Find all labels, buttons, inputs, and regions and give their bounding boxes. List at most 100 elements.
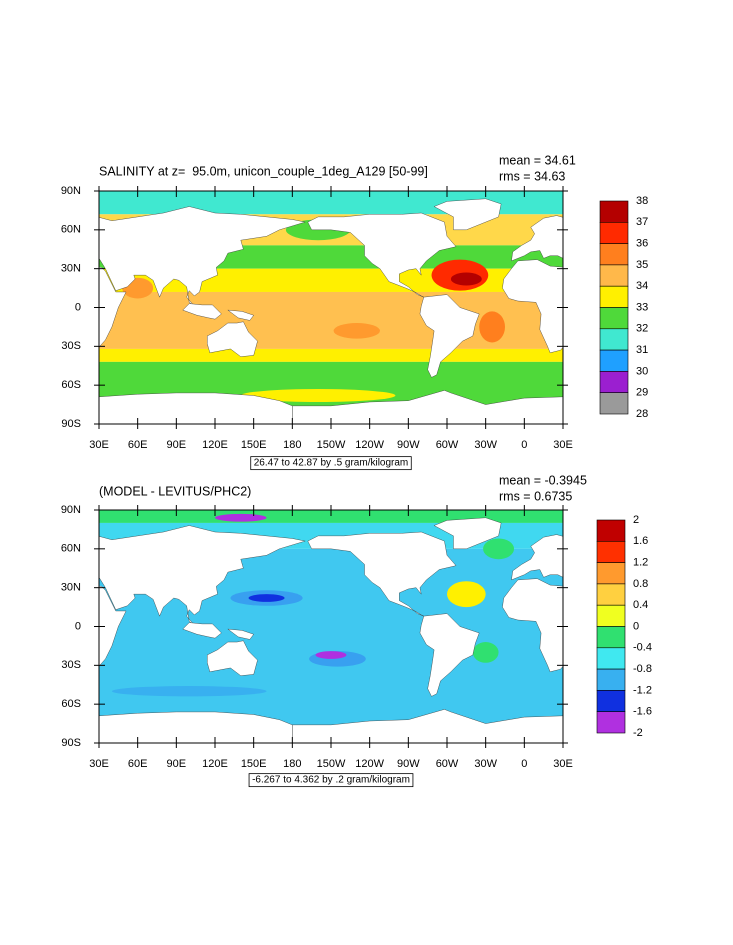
colorbar-label: 1.2 (633, 557, 648, 569)
colorbar-box (596, 519, 626, 542)
colorbar-box (599, 349, 629, 372)
colorbar-label: 34 (636, 280, 648, 292)
lat-label: 90S (61, 737, 81, 749)
colorbar-box (599, 200, 629, 223)
land (692, 310, 718, 320)
colorbar-label: 0.4 (633, 599, 648, 611)
ocean-band (99, 348, 563, 362)
ocean-patch (0, 273, 18, 286)
colorbar-box (596, 626, 626, 649)
land (99, 525, 306, 626)
colorbar-label: 29 (636, 387, 648, 399)
colorbar-label: 31 (636, 344, 648, 356)
panel-title: SALINITY at z= 95.0m, unicon_couple_1deg… (99, 164, 428, 178)
colorbar-label: 30 (636, 365, 648, 377)
lon-label: 180 (283, 439, 301, 451)
colorbar-label: 37 (636, 216, 648, 228)
ocean-patch (0, 581, 22, 607)
land (307, 531, 457, 617)
mean-label: mean = -0.3945 (499, 473, 587, 487)
colorbar-box (599, 371, 629, 393)
lon-label: 60E (128, 439, 148, 451)
land (99, 266, 127, 348)
colorbar-box (599, 222, 629, 244)
colorbar-label: -1.6 (633, 706, 652, 718)
ocean-patch (240, 389, 396, 402)
map (0, 191, 721, 424)
info-box (250, 456, 412, 471)
lon-label: 30E (553, 439, 573, 451)
land (511, 215, 563, 262)
colorbar-label: 0 (633, 620, 639, 632)
land (511, 534, 563, 581)
ocean-patch (483, 538, 515, 560)
land (0, 295, 15, 378)
land (692, 629, 718, 639)
info-box (248, 773, 414, 788)
colorbar-label: 2 (633, 514, 639, 526)
colorbar-label: 36 (636, 238, 648, 250)
lon-label: 90W (397, 758, 420, 770)
ocean-patch (479, 311, 505, 343)
land (671, 641, 721, 676)
land (419, 613, 480, 697)
ocean-patch (694, 590, 733, 606)
colorbar-label: 28 (636, 408, 648, 420)
rms-label: rms = 0.6735 (499, 489, 572, 503)
ocean-patch (679, 514, 731, 522)
lon-label: 120E (202, 758, 228, 770)
land (307, 212, 457, 298)
land (182, 303, 222, 320)
land (207, 321, 258, 357)
rms-label: rms = 34.63 (499, 169, 565, 183)
land (0, 199, 37, 230)
lon-label: 0 (521, 439, 527, 451)
lon-label: 30W (474, 758, 497, 770)
land (647, 304, 686, 320)
land (502, 578, 563, 673)
colorbar-label: 33 (636, 301, 648, 313)
ocean-patch (248, 594, 285, 602)
land (292, 709, 563, 743)
land (227, 628, 254, 640)
land (671, 322, 721, 357)
lat-label: 60N (61, 543, 81, 555)
land (207, 640, 258, 676)
colorbar-label: -2 (633, 727, 643, 739)
colorbar-label: 32 (636, 323, 648, 335)
land (647, 623, 686, 639)
lat-label: 0 (75, 620, 81, 632)
lon-label: 30E (89, 758, 109, 770)
colorbar-box (596, 562, 626, 585)
lon-label: 90E (167, 439, 187, 451)
lon-label: 0 (521, 758, 527, 770)
lon-label: 60E (128, 758, 148, 770)
lat-label: 30N (61, 582, 81, 594)
lon-label: 90W (397, 439, 420, 451)
colorbar-box (596, 711, 626, 734)
colorbar-label: 38 (636, 195, 648, 207)
colorbar-label: 1.6 (633, 535, 648, 547)
colorbar-box (599, 285, 629, 308)
ocean-patch (450, 272, 482, 286)
lat-label: 90S (61, 418, 81, 430)
lat-label: 30S (61, 659, 81, 671)
lat-label: 60S (61, 698, 81, 710)
colorbar-box (599, 328, 629, 351)
lat-label: 30S (61, 340, 81, 352)
land (502, 259, 563, 354)
colorbar-label: 0.8 (633, 578, 648, 590)
lat-label: 30N (61, 263, 81, 275)
lon-label: 120W (355, 439, 384, 451)
land (0, 614, 15, 697)
land (227, 309, 254, 321)
info-label: 26.47 to 42.87 by .5 gram/kilogram (254, 458, 409, 469)
lon-label: 150E (241, 758, 267, 770)
lon-label: 30E (553, 758, 573, 770)
land (99, 392, 293, 424)
lon-label: 60W (436, 758, 459, 770)
colorbar-box (596, 690, 626, 713)
lat-label: 60S (61, 379, 81, 391)
ocean-patch (333, 323, 380, 339)
